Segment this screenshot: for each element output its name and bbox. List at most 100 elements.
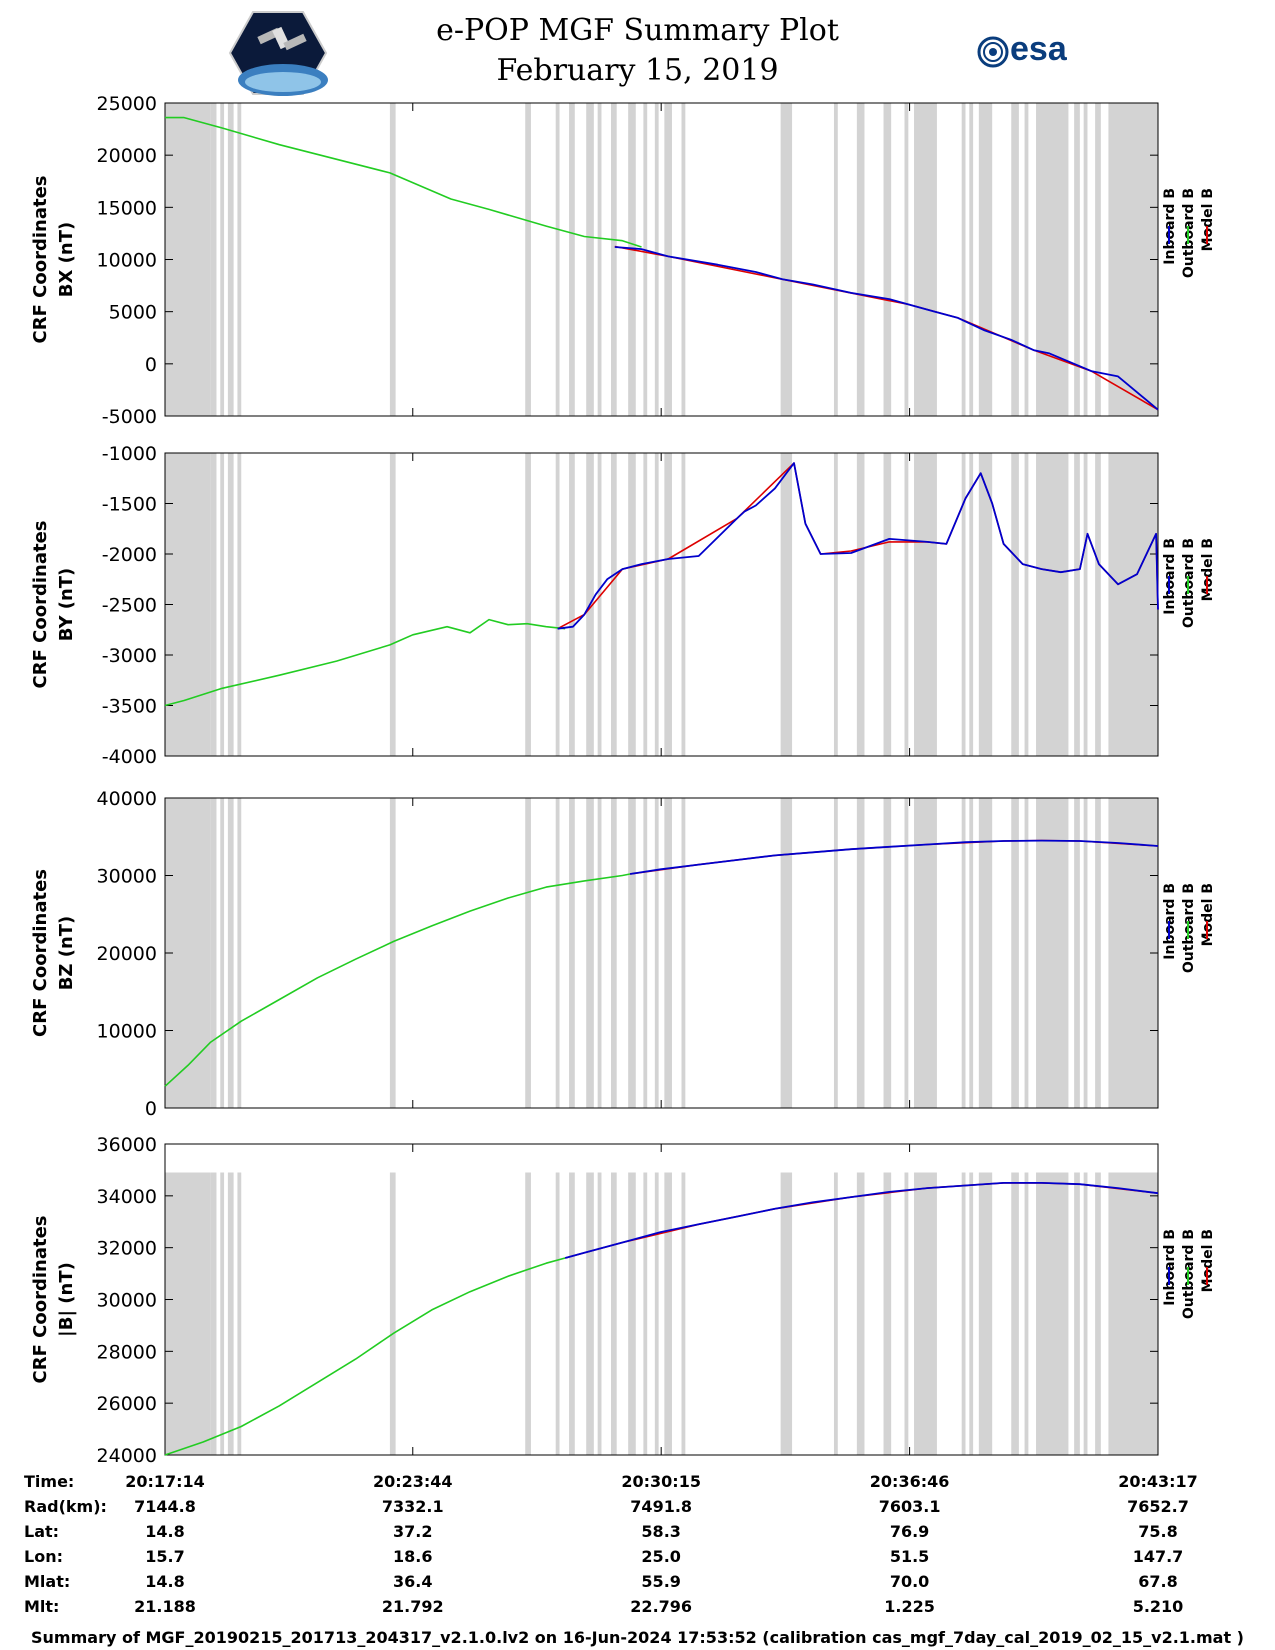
shade-bx-22 (914, 103, 937, 416)
ytick-label-by-0: -4000 (102, 746, 157, 768)
shade-bmag-10 (597, 1172, 602, 1455)
info-cell: 15.7 (145, 1547, 185, 1566)
shade-bmag-31 (1095, 1172, 1101, 1455)
shade-bz-27 (1024, 798, 1029, 1108)
shade-by-6 (525, 453, 531, 756)
series-outboard-bmag (164, 1257, 566, 1456)
shade-bmag-8 (569, 1172, 575, 1455)
ylabel-by-line1: CRF Coordinates (30, 521, 51, 689)
legend-label-by-2: Model B (1200, 538, 1216, 601)
legend-label-bz-2: Model B (1200, 883, 1216, 946)
ylabel-bmag-line1: CRF Coordinates (30, 1216, 51, 1384)
shade-bmag-30 (1083, 1172, 1088, 1455)
shade-bx-15 (664, 103, 672, 416)
series-outboard-bz (164, 873, 631, 1087)
info-cell: 1.225 (884, 1597, 935, 1616)
shade-bx-20 (883, 103, 892, 416)
shade-by-2 (220, 453, 225, 756)
shade-by-29 (1074, 453, 1080, 756)
shade-bx-17 (780, 103, 793, 416)
shade-bz-26 (1011, 798, 1019, 1108)
ytick-label-bmag-0: 24000 (97, 1445, 157, 1467)
ytick-label-by-5: -1500 (102, 494, 157, 516)
shade-bx-30 (1083, 103, 1088, 416)
shade-bz-19 (856, 798, 865, 1108)
shade-bz-18 (833, 798, 838, 1108)
shade-bx-9 (586, 103, 594, 416)
info-cell: 147.7 (1132, 1547, 1184, 1566)
shade-by-19 (856, 453, 865, 756)
shade-bx-5 (389, 103, 396, 416)
ylabel-bmag-line2: |B| (nT) (56, 1262, 77, 1337)
shade-bmag-19 (856, 1172, 865, 1455)
ytick-label-bmag-3: 30000 (97, 1290, 157, 1312)
footer-summary: Summary of MGF_20190215_201713_204317_v2… (31, 1628, 1244, 1647)
shade-bx-6 (525, 103, 531, 416)
shade-by-17 (780, 453, 793, 756)
series-inboard-bx (614, 246, 1159, 411)
ytick-label-bmag-6: 36000 (97, 1134, 157, 1156)
shade-bz-30 (1083, 798, 1088, 1108)
info-cell: 75.8 (1138, 1522, 1178, 1541)
info-cell: 21.792 (381, 1597, 444, 1616)
shade-bmag-1 (210, 1172, 217, 1455)
ytick-label-bz-0: 0 (145, 1098, 157, 1120)
shade-bz-28 (1036, 798, 1069, 1108)
shade-bmag-32 (1108, 1172, 1158, 1455)
shade-bz-13 (643, 798, 648, 1108)
shade-bmag-22 (914, 1172, 937, 1455)
shade-bx-31 (1095, 103, 1101, 416)
shade-bmag-3 (227, 1172, 234, 1455)
shade-bz-21 (904, 798, 909, 1108)
info-cell: 51.5 (889, 1547, 930, 1566)
series-outboard-bx (165, 116, 642, 248)
series-outboard-by (164, 618, 566, 707)
shade-bmag-2 (220, 1172, 225, 1455)
ytick-label-bx-5: 20000 (97, 145, 157, 167)
info-cell: 14.8 (145, 1522, 185, 1541)
plot-frame-bx (164, 102, 1159, 417)
info-cell: 76.9 (889, 1522, 930, 1541)
shade-bmag-0 (165, 1172, 211, 1455)
shade-by-23 (961, 453, 966, 756)
shade-bz-23 (961, 798, 966, 1108)
ylabel-bz-line1: CRF Coordinates (30, 869, 51, 1037)
shade-bmag-14 (654, 1172, 659, 1455)
shade-bmag-26 (1011, 1172, 1019, 1455)
shade-bmag-18 (833, 1172, 838, 1455)
shade-bx-12 (628, 103, 636, 416)
ytick-label-bx-2: 5000 (109, 302, 157, 324)
shade-bz-1 (210, 798, 217, 1108)
shade-by-1 (210, 453, 217, 756)
shade-bz-6 (525, 798, 531, 1108)
shade-bmag-5 (389, 1172, 396, 1455)
ytick-label-bmag-4: 32000 (97, 1238, 157, 1260)
shade-bz-9 (586, 798, 594, 1108)
series-inboard-bz (629, 839, 1159, 875)
shade-bmag-11 (610, 1172, 617, 1455)
shade-by-26 (1011, 453, 1019, 756)
shade-bz-4 (237, 798, 242, 1108)
info-cell: 21.188 (134, 1597, 196, 1616)
series-inboard-bmag (564, 1182, 1159, 1259)
shade-by-14 (654, 453, 659, 756)
shade-bmag-25 (978, 1172, 993, 1455)
shade-bz-5 (389, 798, 396, 1108)
shade-bx-28 (1036, 103, 1069, 416)
ytick-label-by-1: -3500 (102, 696, 157, 718)
shade-bmag-28 (1036, 1172, 1069, 1455)
shade-by-20 (883, 453, 892, 756)
shade-bx-25 (978, 103, 993, 416)
info-cell: 67.8 (1138, 1572, 1178, 1591)
info-cell: 5.210 (1132, 1597, 1184, 1616)
shade-bz-25 (978, 798, 993, 1108)
shade-by-5 (389, 453, 396, 756)
shade-bmag-23 (961, 1172, 966, 1455)
shade-by-21 (904, 453, 909, 756)
ytick-label-bmag-1: 26000 (97, 1393, 157, 1415)
shade-by-32 (1108, 453, 1158, 756)
shade-by-25 (978, 453, 993, 756)
info-cell: 20:43:17 (1118, 1472, 1198, 1491)
shade-bz-7 (555, 798, 560, 1108)
shade-bx-2 (220, 103, 225, 416)
